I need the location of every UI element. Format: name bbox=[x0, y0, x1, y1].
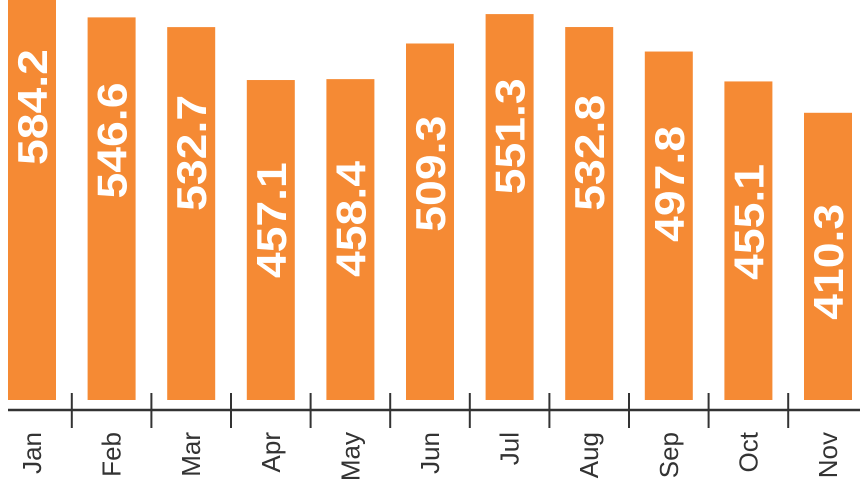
x-tick-label: Sep bbox=[654, 432, 684, 478]
x-tick-label: Oct bbox=[733, 431, 763, 472]
x-tick-label: Aug bbox=[574, 432, 604, 478]
bar-jan bbox=[8, 0, 56, 400]
bar-may bbox=[326, 79, 375, 401]
data-label: 509.3 bbox=[407, 116, 454, 232]
bar-aug bbox=[565, 27, 614, 400]
x-tick-label: May bbox=[335, 432, 365, 481]
bar-nov bbox=[804, 112, 852, 400]
bar-mar bbox=[167, 27, 216, 401]
x-tick-label: Jun bbox=[415, 432, 445, 474]
data-label: 410.3 bbox=[805, 204, 852, 320]
bar-feb bbox=[87, 17, 136, 400]
data-label: 546.6 bbox=[89, 83, 136, 199]
bar-jun bbox=[406, 43, 454, 401]
x-tick-label: Nov bbox=[813, 432, 843, 478]
bar-oct bbox=[724, 81, 773, 401]
data-label: 584.2 bbox=[9, 49, 56, 165]
x-tick-label: Jan bbox=[17, 432, 47, 474]
data-label: 497.8 bbox=[646, 126, 693, 242]
data-label: 551.3 bbox=[487, 78, 534, 194]
x-axis-ticks bbox=[70, 393, 790, 428]
data-label: 455.1 bbox=[725, 164, 772, 280]
bars: 584.2 546.6 532.7 457.1 458.4 509.3 551.3 532.8… bbox=[8, 0, 852, 401]
bar-apr bbox=[246, 80, 295, 400]
x-tick-label: Jul bbox=[495, 432, 525, 465]
data-label: 457.1 bbox=[248, 162, 295, 278]
x-tick-label: Mar bbox=[176, 432, 206, 477]
x-tick-label: Apr bbox=[256, 432, 286, 473]
bar-jul bbox=[485, 14, 534, 401]
bar-sep bbox=[644, 51, 693, 400]
x-tick-label: Feb bbox=[97, 432, 127, 477]
x-axis-labels: Jan Feb Mar Apr May Jun Jul Aug Sep Oct Nov bbox=[17, 431, 843, 481]
data-label: 458.4 bbox=[327, 160, 374, 277]
data-label: 532.7 bbox=[168, 95, 215, 211]
data-label: 532.8 bbox=[566, 95, 613, 211]
